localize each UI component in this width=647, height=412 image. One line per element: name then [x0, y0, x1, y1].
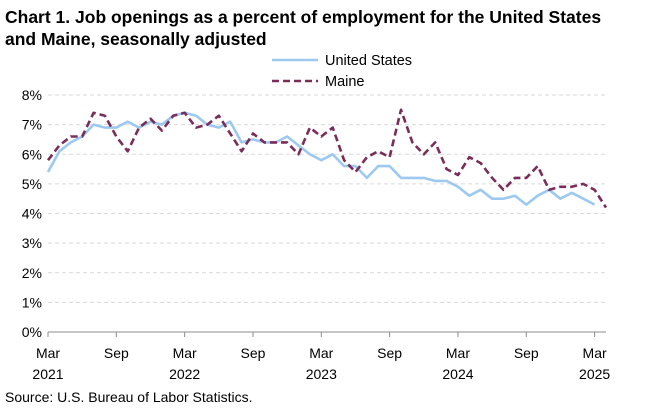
x-tick-label: Mar: [173, 345, 197, 361]
x-tick-label: Mar: [36, 345, 60, 361]
axes: 0% 1% 2% 3% 4% 5% 6% 7% 8% Mar 2021 Sep Mar 2022 Sep Ma…: [22, 87, 611, 382]
x-tick-year: 2022: [169, 366, 200, 382]
x-tick-label: Mar: [309, 345, 333, 361]
legend-label: Maine: [325, 74, 365, 90]
x-tick-year: 2023: [306, 366, 337, 382]
y-tick-label: 1%: [22, 294, 42, 310]
y-tick-label: 8%: [22, 87, 42, 103]
series-line-united-states: [46, 111, 596, 206]
x-tick-label: Sep: [377, 345, 402, 361]
x-tick-year: 2024: [442, 366, 473, 382]
legend-label: United States: [325, 53, 412, 69]
y-tick-label: 4%: [22, 206, 42, 222]
x-tick-year: 2021: [32, 366, 63, 382]
x-tick-year: 2025: [579, 366, 610, 382]
y-tick-label: 6%: [22, 146, 42, 162]
legend: United States Maine: [272, 53, 412, 90]
series-lines: [46, 108, 608, 209]
y-tick-label: 0%: [22, 324, 42, 340]
x-tick-label: Mar: [446, 345, 470, 361]
x-tick-label: Sep: [241, 345, 266, 361]
gridlines: [48, 94, 606, 303]
x-tick-label: Mar: [583, 345, 607, 361]
chart-title: Chart 1. Job openings as a percent of em…: [5, 7, 602, 49]
source-note: Source: U.S. Bureau of Labor Statistics.: [5, 389, 253, 405]
y-tick-label: 7%: [22, 117, 42, 133]
y-tick-label: 5%: [22, 176, 42, 192]
x-tick-label: Sep: [104, 345, 129, 361]
y-tick-label: 2%: [22, 265, 42, 281]
y-tick-label: 3%: [22, 235, 42, 251]
x-tick-label: Sep: [514, 345, 539, 361]
